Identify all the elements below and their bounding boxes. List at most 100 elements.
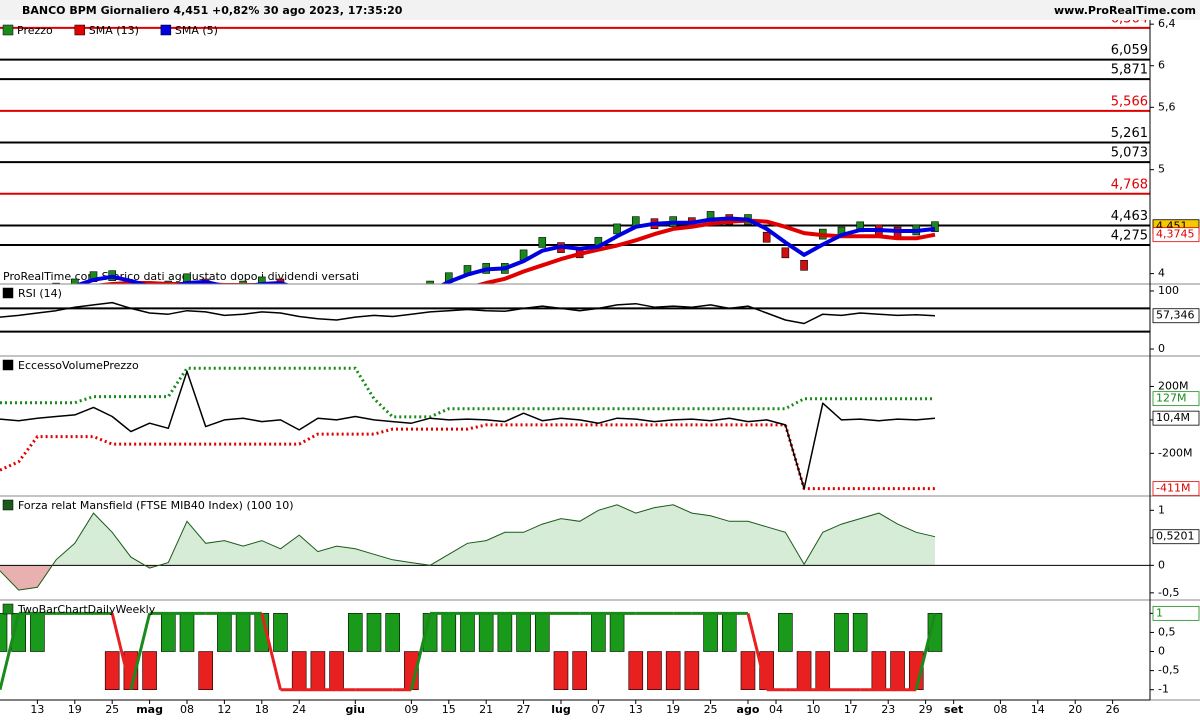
legend-swatch [160, 24, 172, 36]
bar [179, 613, 195, 652]
x-tick-label: 08 [180, 703, 194, 716]
x-tick-label: giu [346, 703, 365, 716]
y-tick-label: 200M [1158, 379, 1189, 392]
x-tick-label: 24 [292, 703, 306, 716]
x-tick-label: 13 [629, 703, 643, 716]
level-label: 5,073 [1111, 146, 1148, 161]
bar [516, 613, 531, 652]
pane: 6,364 6,059 5,871 5,566 5,261 5,073 4,768 4,463… [0, 20, 1150, 284]
level-label: 4,768 [1111, 177, 1148, 192]
bar [478, 613, 494, 652]
y-tick-label: 0 [1158, 558, 1165, 571]
x-tick-label: 12 [217, 703, 231, 716]
series-line [0, 370, 936, 490]
x-tick-label: ago [737, 703, 760, 716]
legend-label: SMA (13) [89, 24, 139, 37]
candle [426, 280, 434, 284]
x-tick-label: 10 [806, 703, 820, 716]
value-box [1152, 391, 1200, 407]
value-box [1152, 227, 1200, 243]
header-title: BANCO BPM Giornaliero 4,451 +0,82% 30 ag… [22, 4, 403, 17]
series-line [74, 216, 936, 284]
bar [684, 651, 700, 690]
bar [778, 613, 793, 652]
value-box [1152, 410, 1200, 426]
y-tick-label: 4 [1158, 267, 1165, 280]
right-axis [1150, 20, 1200, 700]
y-tick-label: 6 [1158, 59, 1165, 72]
y-tick-label: 1 [1158, 503, 1165, 516]
pane [0, 611, 943, 692]
bar [460, 613, 475, 652]
level-label: 4,463 [1111, 209, 1148, 224]
level-label: 6,059 [1111, 43, 1148, 58]
bar [572, 651, 587, 690]
y-tick-label: 5 [1158, 163, 1165, 176]
pane-swatch [2, 499, 14, 511]
x-tick-label: 25 [105, 703, 119, 716]
bar [647, 651, 662, 690]
value-box [1152, 529, 1200, 545]
trend-segment [409, 613, 432, 691]
x-tick-label: mag [136, 703, 163, 716]
legend-swatch [2, 24, 14, 36]
bar [310, 651, 326, 690]
candle [762, 231, 771, 243]
bar [740, 651, 756, 690]
value-box [1152, 481, 1200, 497]
value-label: 4,3745 [1156, 228, 1195, 241]
x-tick-label: 21 [479, 703, 493, 716]
header-source: www.ProRealTime.com [1054, 4, 1196, 17]
header-bar [0, 0, 1200, 20]
x-tick-label: 04 [769, 703, 783, 716]
value-label: 10,4M [1156, 411, 1190, 424]
area-line [0, 504, 936, 591]
area-positive [0, 504, 935, 566]
bar [534, 613, 550, 652]
x-tick-label: 20 [1068, 703, 1082, 716]
trend-segment [0, 613, 21, 691]
y-tick-label: -0,5 [1158, 664, 1179, 677]
note: ProRealTime.com Storico dati aggiustato … [3, 270, 359, 283]
bar [329, 651, 344, 690]
x-tick-label: 29 [919, 703, 933, 716]
pane-swatch [2, 359, 14, 371]
y-tick-label: 100 [1158, 284, 1179, 297]
series-line [0, 301, 936, 325]
bar [0, 613, 8, 652]
level-label: 5,261 [1111, 126, 1148, 141]
candle [239, 280, 247, 284]
legend-label: SMA (5) [175, 24, 218, 37]
candle [70, 278, 79, 284]
x-tick-label: 27 [517, 703, 531, 716]
y-tick-label: 0,5 [1158, 625, 1176, 638]
dotted-line [0, 423, 935, 491]
area-negative [0, 565, 160, 591]
y-tick-label: -200M [1158, 446, 1192, 459]
bar [217, 613, 232, 652]
x-tick-label: 19 [68, 703, 82, 716]
series-line [94, 218, 936, 284]
value-box [1152, 308, 1200, 324]
pane-title: TwoBarChartDailyWeekly [17, 603, 156, 616]
bar [796, 651, 812, 690]
x-tick-label: 18 [255, 703, 269, 716]
x-tick-label: set [944, 703, 963, 716]
bar [852, 613, 868, 652]
y-tick-label: 5,6 [1158, 100, 1176, 113]
pane-swatch [2, 603, 14, 615]
level-label: 5,871 [1111, 63, 1148, 78]
x-tick-label: 09 [404, 703, 418, 716]
value-label: 57,346 [1156, 309, 1195, 322]
y-tick-label: 0 [1158, 342, 1165, 355]
pane-title: EccessoVolumePrezzo [18, 359, 139, 372]
bar [385, 613, 400, 652]
candle [931, 221, 939, 233]
trend-segment [129, 613, 152, 691]
bar [834, 613, 849, 652]
bar [591, 613, 606, 652]
value-box [1152, 605, 1200, 621]
x-tick-label: 25 [704, 703, 718, 716]
bar [497, 613, 513, 652]
